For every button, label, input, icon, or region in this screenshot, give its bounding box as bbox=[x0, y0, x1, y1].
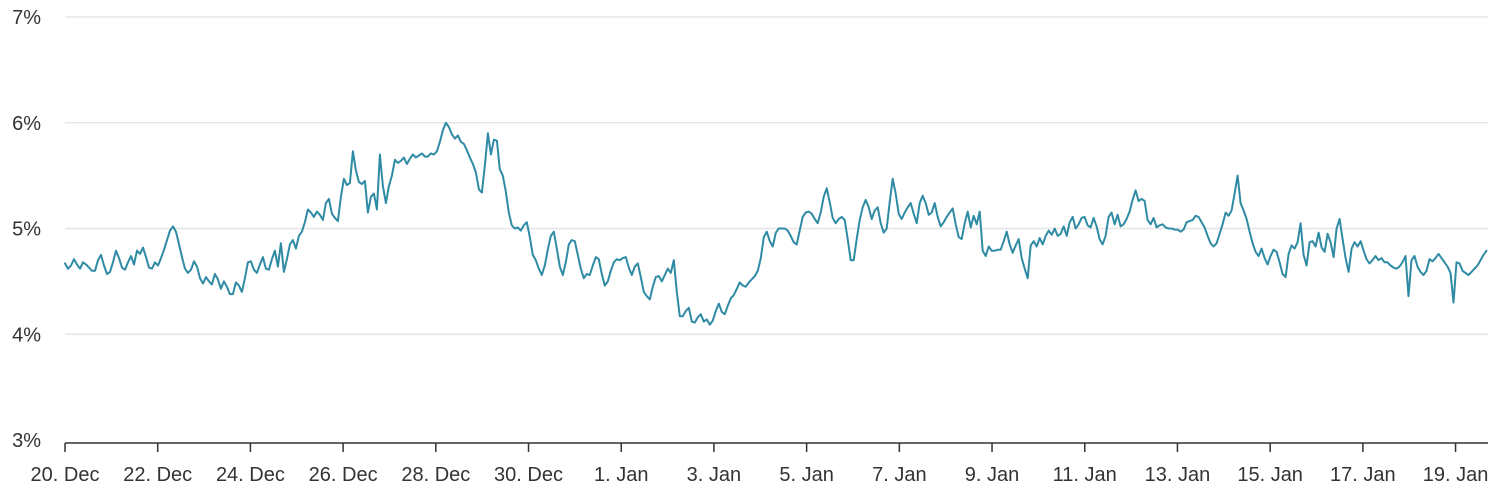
x-axis-label: 13. Jan bbox=[1145, 464, 1211, 486]
y-axis-label: 6% bbox=[12, 113, 41, 135]
x-axis-label: 28. Dec bbox=[401, 464, 470, 486]
x-axis-label: 9. Jan bbox=[965, 464, 1019, 486]
x-axis-label: 24. Dec bbox=[216, 464, 285, 486]
x-axis-label: 17. Jan bbox=[1330, 464, 1396, 486]
x-axis-label: 11. Jan bbox=[1053, 464, 1117, 486]
x-axis-label: 7. Jan bbox=[872, 464, 926, 486]
y-axis-label: 7% bbox=[12, 7, 41, 29]
x-axis-label: 15. Jan bbox=[1237, 464, 1303, 486]
x-axis-label: 1. Jan bbox=[594, 464, 648, 486]
x-axis-label: 19. Jan bbox=[1423, 464, 1489, 486]
x-axis-label: 30. Dec bbox=[494, 464, 563, 486]
x-axis-label: 5. Jan bbox=[779, 464, 833, 486]
y-axis-label: 5% bbox=[12, 219, 41, 241]
x-axis-label: 26. Dec bbox=[309, 464, 378, 486]
x-axis-label: 3. Jan bbox=[687, 464, 741, 486]
x-axis-label: 20. Dec bbox=[31, 464, 100, 486]
x-axis-label: 22. Dec bbox=[123, 464, 192, 486]
y-axis-label: 3% bbox=[12, 430, 41, 452]
y-axis-label: 4% bbox=[12, 324, 41, 346]
series-line bbox=[64, 121, 1488, 326]
